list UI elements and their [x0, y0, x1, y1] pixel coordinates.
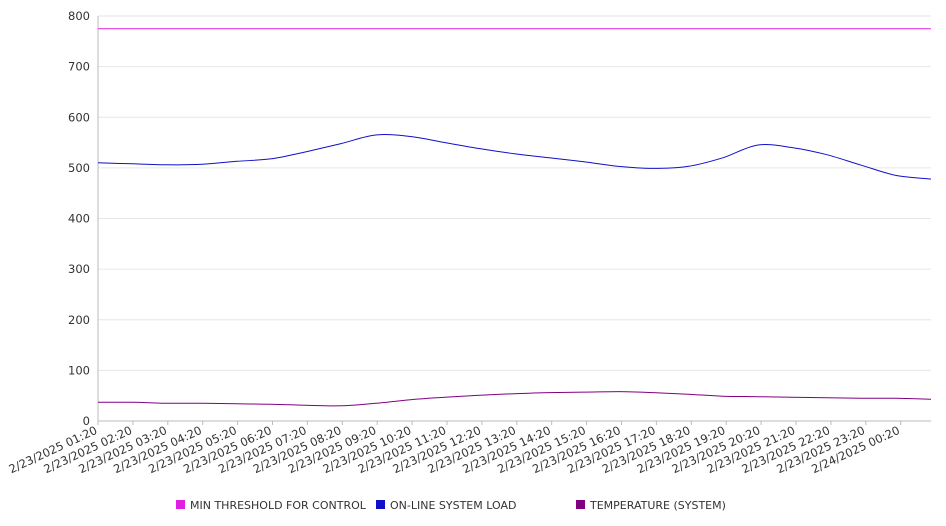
y-tick-label: 400 [68, 212, 90, 226]
legend: MIN THRESHOLD FOR CONTROL ON-LINE SYSTEM … [176, 499, 726, 512]
y-tick-label: 800 [68, 9, 90, 23]
y-tick-label: 200 [68, 313, 90, 327]
y-tick-label: 500 [68, 161, 90, 175]
grid-lines [98, 15, 931, 371]
legend-swatch [176, 500, 185, 509]
y-tick-label: 600 [68, 110, 90, 124]
legend-swatch [576, 500, 585, 509]
legend-label: ON-LINE SYSTEM LOAD [390, 499, 516, 512]
series-lines [97, 28, 932, 407]
series-line-2 [97, 391, 932, 407]
series-line-1 [97, 134, 932, 180]
legend-label: MIN THRESHOLD FOR CONTROL [190, 499, 367, 512]
y-tick-label: 100 [68, 363, 90, 377]
legend-swatch [376, 500, 385, 509]
x-axis-ticks: 2/23/2025 01:202/23/2025 02:202/23/2025 … [7, 421, 902, 476]
y-tick-label: 300 [68, 262, 90, 276]
y-tick-label: 0 [83, 414, 90, 428]
y-axis-ticks: 0 100 200 300 400 500 600 700 800 [68, 9, 90, 428]
y-tick-label: 700 [68, 60, 90, 74]
legend-label: TEMPERATURE (SYSTEM) [589, 499, 726, 512]
axes [97, 16, 931, 422]
